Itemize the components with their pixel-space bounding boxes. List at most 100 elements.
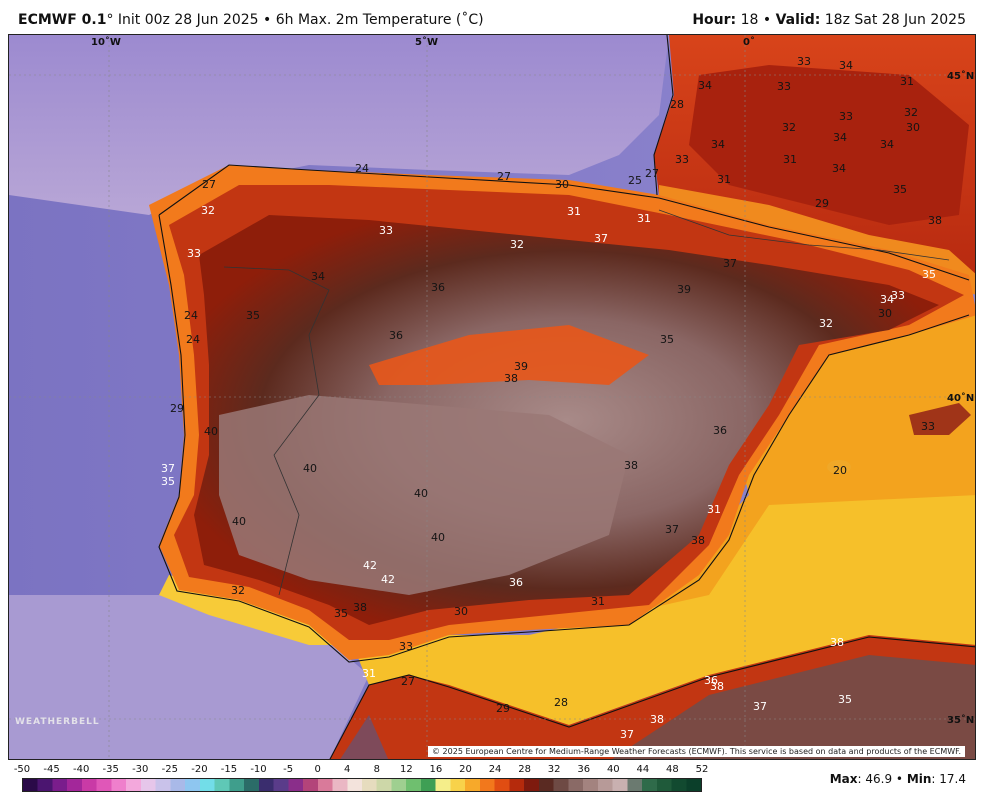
colorbar-tick: 32 xyxy=(547,764,561,775)
colorbar-tick: -5 xyxy=(283,764,294,775)
lon-label: 10˚W xyxy=(91,36,121,48)
temp-label: 40 xyxy=(303,462,317,475)
coastline xyxy=(158,164,970,663)
temp-label: 33 xyxy=(777,80,791,93)
lon-label: 5˚W xyxy=(415,36,438,48)
temp-label: 31 xyxy=(637,212,651,225)
morocco-west-core xyxy=(340,715,389,759)
colorbar-tick: 36 xyxy=(577,764,591,775)
temp-label: 29 xyxy=(170,402,184,415)
colorbar-tick: -35 xyxy=(102,764,119,775)
lat-label: 40˚N xyxy=(947,392,974,404)
temp-label: 38 xyxy=(353,601,367,614)
temp-label: 33 xyxy=(675,153,689,166)
colorbar-tick: -45 xyxy=(43,764,60,775)
temp-label: 32 xyxy=(904,106,918,119)
temp-label: 38 xyxy=(830,636,844,649)
colorbar-tick: 8 xyxy=(373,764,380,775)
temp-label: 30 xyxy=(906,121,920,134)
temp-label: 30 xyxy=(555,178,569,191)
min-value: 17.4 xyxy=(939,772,966,786)
lat-label: 35˚N xyxy=(947,714,974,726)
temp-label: 38 xyxy=(650,713,664,726)
temp-label: 40 xyxy=(204,425,218,438)
max-label: Max xyxy=(829,772,858,786)
colorbar-tick: 40 xyxy=(606,764,620,775)
temp-label: 29 xyxy=(815,197,829,210)
temp-label: 32 xyxy=(782,121,796,134)
temp-label: 34 xyxy=(880,138,894,151)
colorbar-tick: -25 xyxy=(161,764,178,775)
temp-label: 32 xyxy=(201,204,215,217)
colorbar-tick: -40 xyxy=(72,764,90,775)
temp-label: 29 xyxy=(496,702,510,715)
colorbar-tick: -20 xyxy=(191,764,208,775)
temp-label: 35 xyxy=(246,309,260,322)
temp-label: 38 xyxy=(928,214,942,227)
temp-label: 31 xyxy=(900,75,914,88)
france-spain-border xyxy=(658,209,950,261)
temp-label: 36 xyxy=(713,424,727,437)
colorbar-tick: 20 xyxy=(459,764,472,775)
colorbar-tick: 0 xyxy=(314,764,321,775)
temp-label: 24 xyxy=(186,333,200,346)
temp-label: 39 xyxy=(514,360,528,373)
temp-label: 35 xyxy=(922,268,936,281)
colorbar-tick: 4 xyxy=(344,764,351,775)
central-system-band xyxy=(369,325,649,385)
temp-label: 24 xyxy=(355,162,369,175)
temp-label: 33 xyxy=(399,640,413,653)
temperature-labels: 34 33 34 33 31 28 32 33 32 34 34 30 34 3… xyxy=(161,55,942,741)
valid-label: Valid: xyxy=(775,12,821,28)
colorbar-tick: 16 xyxy=(429,764,443,775)
temp-label: 31 xyxy=(707,503,721,516)
temp-label: 35 xyxy=(838,693,852,706)
temp-label: 24 xyxy=(184,309,198,322)
temp-label: 42 xyxy=(363,559,377,572)
temp-label: 34 xyxy=(839,59,853,72)
header-bar: ECMWF 0.1° Init 00z 28 Jun 2025 • 6h Max… xyxy=(0,0,984,34)
max-min-readout: Max: 46.9 • Min: 17.4 xyxy=(829,772,966,786)
temp-label: 36 xyxy=(389,329,403,342)
bay-of-biscay xyxy=(9,35,669,215)
temp-label: 34 xyxy=(833,131,847,144)
temp-label: 33 xyxy=(891,289,905,302)
lon-label: 0˚ xyxy=(743,36,755,48)
temp-label: 36 xyxy=(509,576,523,589)
alboran-sea xyxy=(349,495,975,725)
temperature-colorbar xyxy=(22,778,702,792)
temp-label: 38 xyxy=(624,459,638,472)
temp-label: 37 xyxy=(620,728,634,741)
valid-value: 18z Sat 28 Jun 2025 xyxy=(820,12,966,28)
colorbar-tick: -30 xyxy=(132,764,149,775)
mallorca xyxy=(909,403,971,435)
temp-label: 37 xyxy=(753,700,767,713)
temp-label: 30 xyxy=(454,605,468,618)
southwest-heat-core xyxy=(219,395,629,595)
temp-label: 42 xyxy=(381,573,395,586)
min-label: Min xyxy=(906,772,932,786)
map-title: ECMWF 0.1° Init 00z 28 Jun 2025 • 6h Max… xyxy=(18,12,484,28)
temp-label: 32 xyxy=(819,317,833,330)
colorbar-tick: 44 xyxy=(636,764,650,775)
ibiza xyxy=(827,460,851,474)
temp-label: 35 xyxy=(334,607,348,620)
colorbar-tick: -10 xyxy=(250,764,267,775)
temp-label: 38 xyxy=(504,372,518,385)
temp-label: 20 xyxy=(833,464,847,477)
temp-label: 33 xyxy=(839,110,853,123)
colorbar-tick: 12 xyxy=(399,764,413,775)
temp-label: 34 xyxy=(698,79,712,92)
model-name: ECMWF 0.1 xyxy=(18,12,107,28)
temp-label: 27 xyxy=(202,178,216,191)
temp-label: 31 xyxy=(567,205,581,218)
temp-label: 33 xyxy=(187,247,201,260)
map-canvas: 10˚W 5˚W 0˚ 45˚N 40˚N 35˚N 34 33 34 33 3… xyxy=(9,35,975,759)
run-description: Init 00z 28 Jun 2025 • 6h Max. 2m Temper… xyxy=(113,12,484,28)
temp-label: 35 xyxy=(660,333,674,346)
max-value: 46.9 xyxy=(865,772,893,786)
portugal-border xyxy=(223,266,330,596)
colorbar-tick: -50 xyxy=(13,764,31,775)
lat-label: 45˚N xyxy=(947,70,974,82)
temp-label: 39 xyxy=(677,283,691,296)
